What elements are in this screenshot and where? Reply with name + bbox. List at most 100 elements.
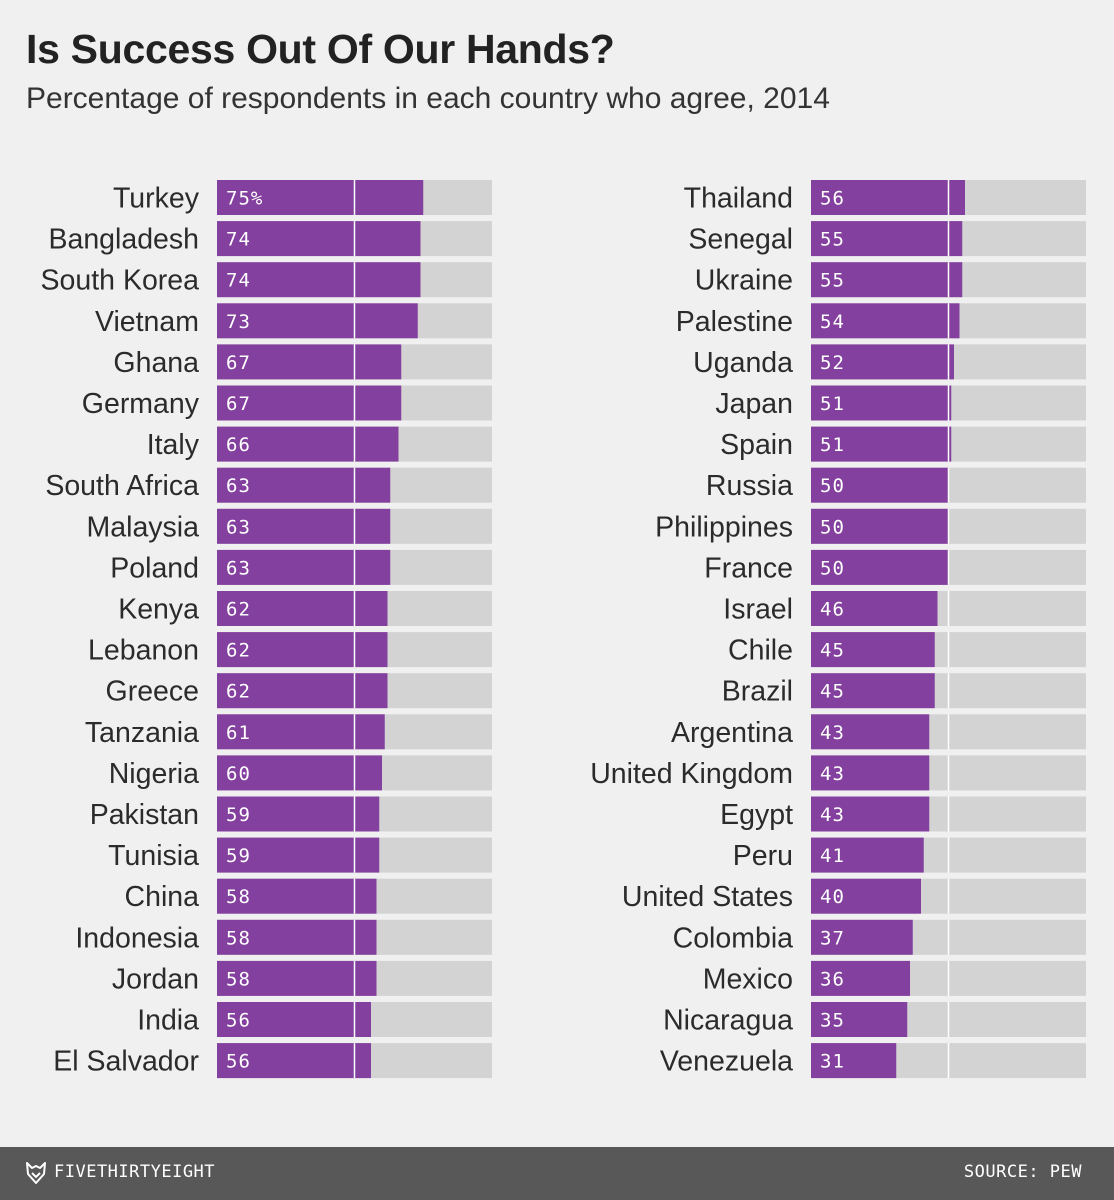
- bar-palestine: [811, 303, 960, 339]
- value-label: 75%: [226, 188, 263, 210]
- category-label: Kenya: [118, 594, 199, 626]
- category-label: Malaysia: [87, 511, 200, 543]
- value-label: 43: [820, 763, 845, 785]
- category-label: Ghana: [113, 347, 199, 379]
- value-label: 63: [226, 516, 251, 538]
- value-label: 74: [226, 229, 251, 251]
- footer: FIVETHIRTYEIGHT SOURCE: PEW: [0, 1147, 1114, 1200]
- category-label: Germany: [82, 388, 200, 420]
- bar-chart: Turkey 75% Bangladesh 74 South Korea 74 Vietna…: [41, 180, 1086, 1079]
- value-label: 40: [820, 886, 845, 908]
- bar-senegal: [811, 221, 963, 257]
- bar-israel: [811, 591, 938, 626]
- value-label: 36: [820, 968, 845, 990]
- category-label: China: [125, 881, 200, 913]
- value-label: 62: [226, 640, 251, 662]
- category-label: Lebanon: [88, 635, 199, 667]
- bar-tanzania: [217, 714, 385, 750]
- bar-philippines: [811, 508, 949, 544]
- fox-logo-icon: [26, 1162, 46, 1184]
- bar-el-salvador: [217, 1043, 371, 1079]
- bar-india: [217, 1002, 371, 1037]
- category-label: Uganda: [693, 347, 793, 379]
- category-label: Peru: [733, 840, 793, 872]
- value-label: 58: [226, 886, 251, 908]
- category-label: Poland: [110, 552, 199, 584]
- value-label: 63: [226, 475, 251, 497]
- category-label: Ukraine: [695, 265, 793, 297]
- value-label: 50: [820, 516, 845, 538]
- bar-ghana: [217, 344, 402, 380]
- bar-peru: [811, 837, 924, 873]
- category-label: Spain: [720, 429, 793, 461]
- value-label: 52: [820, 352, 845, 374]
- value-label: 60: [226, 763, 251, 785]
- value-label: 43: [820, 722, 845, 744]
- category-label: United States: [622, 881, 793, 913]
- bar-vietnam: [217, 303, 418, 339]
- value-label: 61: [226, 722, 251, 744]
- category-label: Mexico: [703, 963, 793, 995]
- value-label: 62: [226, 599, 251, 621]
- bar-venezuela: [811, 1043, 897, 1079]
- value-label: 45: [820, 640, 845, 662]
- value-label: 62: [226, 681, 251, 703]
- bar-japan: [811, 385, 952, 421]
- value-label: 51: [820, 393, 845, 415]
- category-label: Nicaragua: [663, 1005, 793, 1037]
- bar-brazil: [811, 673, 935, 709]
- category-label: Jordan: [112, 963, 199, 995]
- category-label: Russia: [706, 470, 793, 502]
- value-label: 37: [820, 927, 845, 949]
- bar-uganda: [811, 344, 954, 380]
- bar-colombia: [811, 919, 913, 955]
- category-label: France: [704, 552, 793, 584]
- value-label: 59: [226, 845, 251, 867]
- value-label: 46: [820, 599, 845, 621]
- value-label: 56: [820, 188, 845, 210]
- category-label: Tanzania: [85, 717, 199, 749]
- value-label: 50: [820, 557, 845, 579]
- bar-russia: [811, 467, 949, 503]
- value-label: 51: [820, 434, 845, 456]
- bar-spain: [811, 426, 952, 462]
- chart-title: Is Success Out Of Our Hands?: [26, 26, 615, 72]
- category-label: South Africa: [45, 470, 199, 502]
- value-label: 56: [226, 1051, 251, 1073]
- bar-france: [811, 549, 949, 585]
- chart-subtitle: Percentage of respondents in each countr…: [26, 82, 830, 115]
- bar-south-africa: [217, 467, 391, 503]
- bar-bangladesh: [217, 221, 421, 257]
- bar-nicaragua: [811, 1002, 908, 1037]
- bar-poland: [217, 549, 391, 585]
- category-label: United Kingdom: [590, 758, 793, 790]
- bar-pakistan: [217, 796, 380, 832]
- value-label: 55: [820, 229, 845, 251]
- bar-germany: [217, 385, 402, 421]
- bar-united-states: [811, 878, 921, 914]
- bar-indonesia: [217, 919, 377, 955]
- value-label: 45: [820, 681, 845, 703]
- category-label: Nigeria: [109, 758, 199, 790]
- category-label: Tunisia: [108, 840, 199, 872]
- bar-tunisia: [217, 837, 380, 873]
- category-label: Bangladesh: [48, 224, 199, 256]
- value-label: 58: [226, 968, 251, 990]
- bar-south-korea: [217, 262, 421, 298]
- value-label: 67: [226, 352, 251, 374]
- bar-jordan: [217, 960, 377, 996]
- bar-united-kingdom: [811, 755, 930, 791]
- category-label: Chile: [728, 635, 793, 667]
- value-label: 74: [226, 270, 251, 292]
- category-label: El Salvador: [53, 1046, 199, 1078]
- value-label: 54: [820, 311, 845, 333]
- category-label: Thailand: [684, 183, 793, 215]
- source-note: SOURCE: PEW: [963, 1162, 1082, 1182]
- category-label: Turkey: [113, 183, 200, 215]
- category-label: Vietnam: [95, 306, 199, 338]
- category-label: Italy: [147, 429, 200, 461]
- bar-lebanon: [217, 632, 388, 668]
- brand-name: FIVETHIRTYEIGHT: [54, 1162, 216, 1182]
- value-label: 73: [226, 311, 251, 333]
- bar-kenya: [217, 591, 388, 626]
